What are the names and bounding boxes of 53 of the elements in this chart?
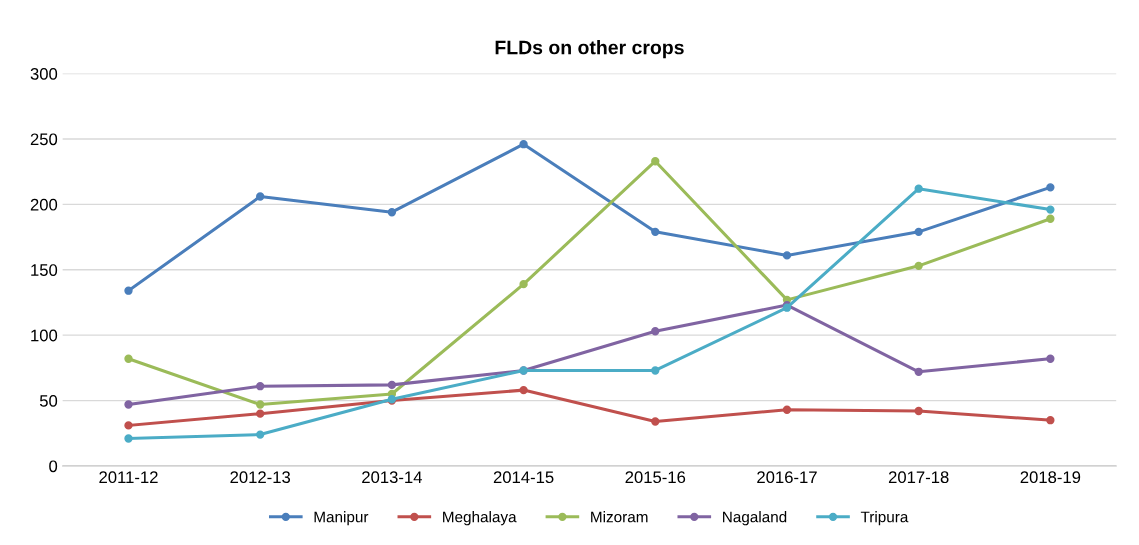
y-tick-label: 100 xyxy=(31,329,58,342)
y-tick-label: 250 xyxy=(30,133,58,146)
point xyxy=(256,192,265,201)
x-tick-label: 2012-13 xyxy=(230,471,291,484)
point xyxy=(124,400,133,409)
point xyxy=(519,279,528,289)
point xyxy=(914,184,923,193)
point xyxy=(651,366,660,375)
point xyxy=(782,251,792,260)
point xyxy=(519,385,528,395)
point xyxy=(124,434,133,443)
point xyxy=(124,286,133,295)
point xyxy=(651,327,660,336)
y-tick-label: 50 xyxy=(39,394,58,407)
point xyxy=(256,382,265,391)
legend-label: Meghalaya xyxy=(443,511,517,526)
point xyxy=(651,157,660,166)
point xyxy=(124,354,133,363)
point xyxy=(124,421,133,430)
x-tick-label: 2018-19 xyxy=(1020,471,1081,484)
point xyxy=(387,380,397,390)
point xyxy=(387,208,397,217)
point xyxy=(1046,214,1055,223)
point xyxy=(914,227,923,237)
point xyxy=(1046,183,1055,192)
y-tick-label: 150 xyxy=(31,264,58,276)
point xyxy=(256,409,265,418)
point xyxy=(651,417,660,426)
x-tick-label: 2017-18 xyxy=(888,471,949,484)
point xyxy=(256,400,265,409)
x-tick-label: 2011-12 xyxy=(99,471,158,484)
point xyxy=(519,140,528,149)
y-tick-label: 300 xyxy=(30,67,58,80)
y-tick-label: 0 xyxy=(49,460,58,473)
point xyxy=(1046,354,1055,363)
x-tick-label: 2013-14 xyxy=(362,471,422,484)
point xyxy=(651,227,660,237)
legend-label: Tripura xyxy=(860,511,909,526)
legend-label: Mizoram xyxy=(591,511,648,523)
legend-label: Nagaland xyxy=(723,511,787,526)
x-tick-label: 2014-15 xyxy=(493,471,554,484)
x-tick-label: 2016-17 xyxy=(757,471,817,484)
point xyxy=(914,261,923,271)
point xyxy=(914,406,923,416)
point xyxy=(1046,416,1055,425)
point xyxy=(914,367,923,376)
chart-title: FLDs on other crops xyxy=(495,40,684,59)
point xyxy=(782,405,792,414)
point xyxy=(1046,205,1055,214)
x-tick-label: 2015-16 xyxy=(625,471,686,484)
point xyxy=(256,430,265,439)
legend-label: Manipur xyxy=(314,511,369,526)
y-tick-label: 200 xyxy=(30,198,58,211)
